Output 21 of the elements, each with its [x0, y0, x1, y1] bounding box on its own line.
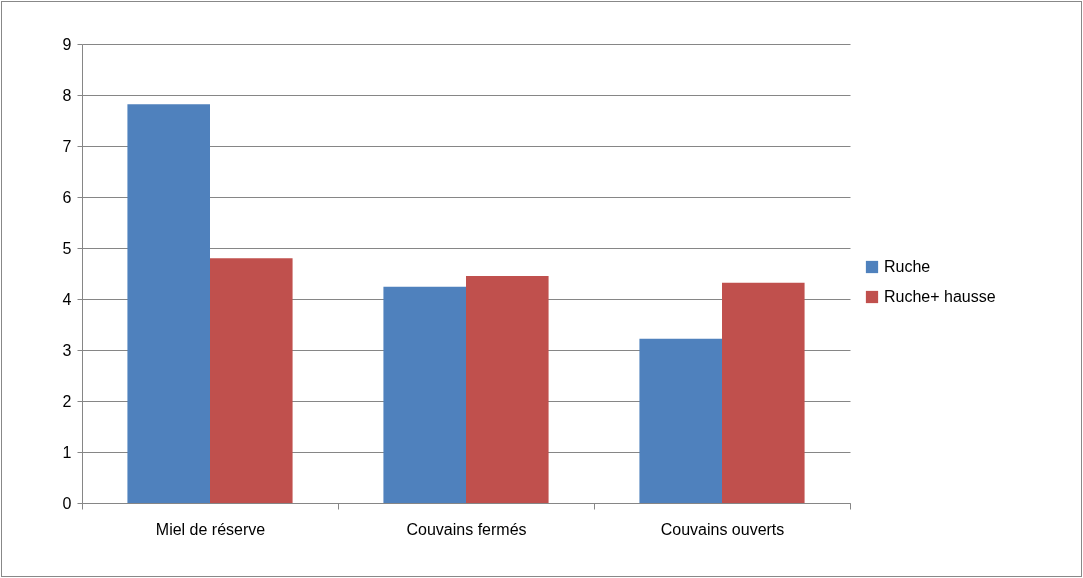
y-tick-label: 9 [62, 35, 72, 53]
y-tick-label: 4 [62, 290, 72, 308]
y-tick-label: 2 [62, 392, 72, 410]
bar [383, 286, 466, 503]
y-tick-label: 0 [62, 494, 72, 512]
x-tick-label: Miel de réserve [155, 520, 266, 538]
bar [210, 258, 293, 503]
y-tick-label: 6 [62, 188, 72, 206]
y-tick-label: 5 [62, 239, 72, 257]
bar [639, 338, 722, 503]
x-tick-label: Couvains fermés [406, 520, 527, 538]
legend-label: Ruche+ hausse [884, 288, 996, 305]
x-tick-label: Couvains ouverts [660, 520, 785, 538]
bar [127, 104, 210, 503]
y-tick-label: 8 [62, 86, 72, 104]
legend-label: Ruche [884, 258, 931, 275]
bar [722, 282, 805, 503]
bar [466, 276, 549, 503]
y-tick-label: 7 [62, 137, 72, 155]
y-tick-label: 1 [62, 443, 72, 461]
y-tick-label: 3 [62, 341, 72, 359]
